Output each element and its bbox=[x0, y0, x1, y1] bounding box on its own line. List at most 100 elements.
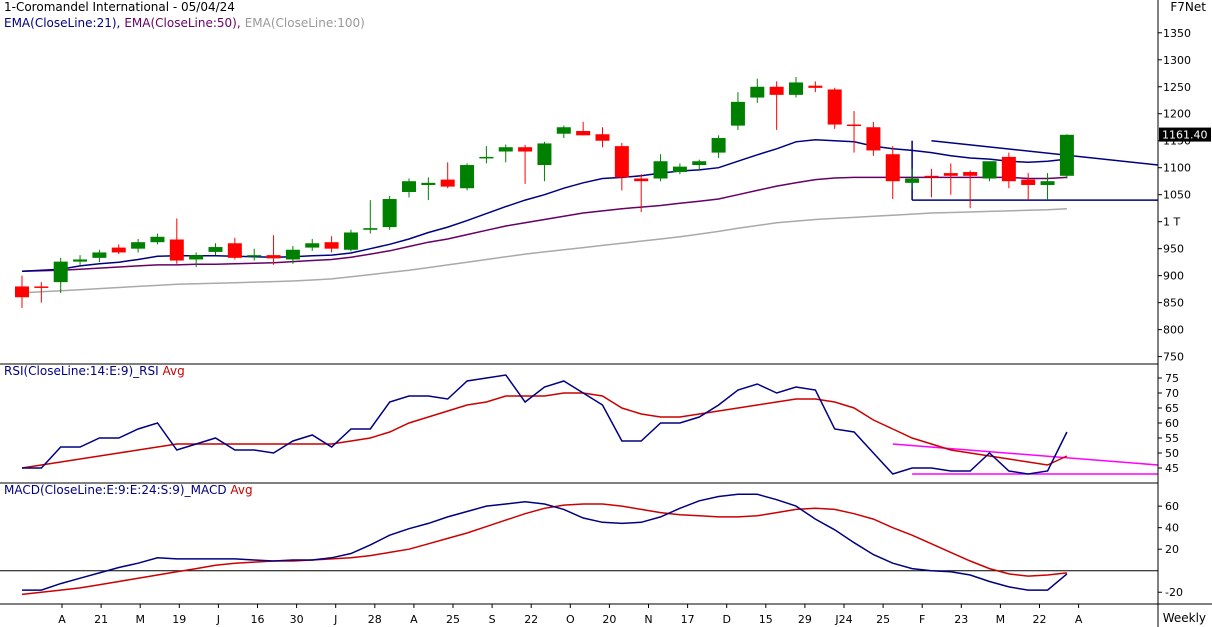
price-tick-label: 1050 bbox=[1163, 189, 1191, 202]
x-tick-label: 22 bbox=[1033, 613, 1047, 626]
price-tick-label: 1200 bbox=[1163, 108, 1191, 121]
candle-body bbox=[595, 134, 610, 141]
candle-body bbox=[750, 86, 765, 98]
rsi-avg-line bbox=[21, 392, 1068, 469]
x-tick-label: A bbox=[58, 613, 66, 626]
candle-body bbox=[885, 154, 900, 182]
candle-body bbox=[53, 261, 68, 283]
candle-body bbox=[1059, 134, 1074, 176]
x-tick-label: 25 bbox=[446, 613, 460, 626]
rsi-tick-label: 55 bbox=[1165, 432, 1179, 445]
candle-body bbox=[924, 175, 939, 178]
candle-body bbox=[982, 161, 997, 179]
x-tick-label: F bbox=[919, 613, 925, 626]
rsi-tick-label: 60 bbox=[1165, 417, 1179, 430]
macd-avg-line bbox=[21, 503, 1067, 596]
candle-body bbox=[537, 143, 552, 166]
candle-body bbox=[808, 85, 823, 88]
candle-body bbox=[634, 178, 649, 182]
candle-body bbox=[324, 242, 339, 249]
rsi-legend: RSI(CloseLine:14:E:9)_RSI Avg bbox=[4, 364, 185, 378]
macd-tick-label: 20 bbox=[1165, 543, 1179, 556]
rsi-tick-label: 65 bbox=[1165, 402, 1179, 415]
chart-title: 1-Coromandel International - 05/04/24 bbox=[4, 0, 235, 14]
x-tick-label: 28 bbox=[368, 613, 382, 626]
rsi-tick-label: 75 bbox=[1165, 372, 1179, 385]
rsi-tick-label: 45 bbox=[1165, 462, 1179, 475]
rsi-avg-label: Avg bbox=[162, 364, 185, 378]
macd-tick-label: 60 bbox=[1165, 500, 1179, 513]
candle-body bbox=[285, 249, 300, 260]
candle-body bbox=[92, 252, 107, 258]
candle-body bbox=[847, 124, 862, 127]
candle-body bbox=[963, 172, 978, 176]
candle-body bbox=[363, 228, 378, 230]
candle-body bbox=[440, 179, 455, 187]
macd-avg-label: Avg bbox=[230, 483, 253, 497]
x-tick-label: O bbox=[566, 613, 575, 626]
x-tick-label: J bbox=[333, 613, 337, 626]
rsi-trendline bbox=[892, 443, 1159, 466]
price-tick-label: 900 bbox=[1163, 270, 1184, 283]
candle-body bbox=[227, 243, 242, 258]
ema100-line bbox=[21, 207, 1067, 294]
rsi-title: RSI(CloseLine:14:E:9)_RSI bbox=[4, 364, 159, 378]
x-tick-label: J bbox=[216, 613, 220, 626]
candle-body bbox=[34, 286, 49, 288]
candle-body bbox=[343, 232, 358, 250]
price-tick-label: 1 T bbox=[1163, 216, 1180, 229]
x-tick-label: 23 bbox=[954, 613, 968, 626]
macd-tick-label: -20 bbox=[1165, 586, 1183, 599]
candle-body bbox=[247, 255, 262, 257]
price-tick-label: 850 bbox=[1163, 297, 1184, 310]
x-tick-label: N bbox=[644, 613, 652, 626]
candle-body bbox=[73, 259, 88, 262]
price-tick-label: 750 bbox=[1163, 351, 1184, 364]
x-tick-label: 21 bbox=[94, 613, 108, 626]
x-tick-label: 30 bbox=[290, 613, 304, 626]
candle-body bbox=[614, 146, 629, 178]
candle-body bbox=[556, 127, 571, 134]
candle-body bbox=[150, 236, 165, 243]
price-tick-label: 1100 bbox=[1163, 162, 1191, 175]
candle-body bbox=[1040, 181, 1055, 185]
candle-body bbox=[653, 161, 668, 179]
brand-label: F7Net bbox=[1170, 0, 1206, 14]
candle-body bbox=[460, 165, 475, 189]
price-tick-label: 1350 bbox=[1163, 27, 1191, 40]
candle-body bbox=[769, 86, 784, 95]
ema-legend: EMA(CloseLine:21), EMA(CloseLine:50), EMA(… bbox=[4, 16, 369, 30]
candle-body bbox=[672, 166, 687, 173]
candle-body bbox=[518, 147, 533, 152]
candle-body bbox=[479, 156, 494, 159]
x-tick-label: 15 bbox=[759, 613, 773, 626]
candle-body bbox=[421, 182, 436, 185]
x-tick-label: 19 bbox=[172, 613, 186, 626]
candle-body bbox=[730, 101, 745, 126]
ema21-legend: EMA(CloseLine:21), bbox=[4, 16, 121, 30]
macd-legend: MACD(CloseLine:E:9:E:24:S:9)_MACD Avg bbox=[4, 483, 253, 497]
candle-body bbox=[1001, 156, 1016, 182]
candle-body bbox=[576, 131, 591, 136]
candle-body bbox=[1021, 179, 1036, 185]
candle-body bbox=[711, 138, 726, 153]
x-tick-label: M bbox=[135, 613, 145, 626]
price-tick-label: 1300 bbox=[1163, 54, 1191, 67]
last-price-label: 1161.40 bbox=[1162, 129, 1208, 142]
candle-body bbox=[266, 255, 281, 259]
x-tick-label: A bbox=[1075, 613, 1083, 626]
candle-body bbox=[111, 247, 126, 253]
rsi-line bbox=[22, 374, 1068, 475]
candle-body bbox=[866, 127, 881, 151]
x-tick-label: 16 bbox=[251, 613, 265, 626]
candle-body bbox=[305, 243, 320, 248]
macd-line bbox=[22, 493, 1068, 591]
candle-body bbox=[169, 239, 184, 261]
x-tick-label: 25 bbox=[876, 613, 890, 626]
rsi-tick-label: 70 bbox=[1165, 387, 1179, 400]
candle-body bbox=[905, 178, 920, 183]
candle-body bbox=[131, 242, 146, 249]
candle-body bbox=[943, 173, 958, 176]
price-tick-label: 1250 bbox=[1163, 81, 1191, 94]
